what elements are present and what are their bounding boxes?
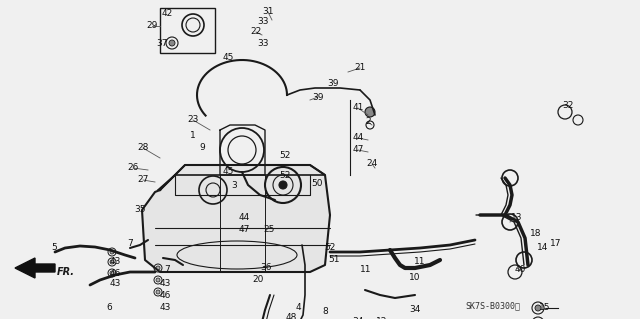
Text: 14: 14 (538, 243, 548, 253)
Text: 23: 23 (188, 115, 198, 124)
Text: 48: 48 (285, 314, 297, 319)
Text: 52: 52 (279, 170, 291, 180)
Text: 50: 50 (311, 179, 323, 188)
Text: 13: 13 (511, 213, 523, 222)
Text: 34: 34 (352, 317, 364, 319)
Text: 12: 12 (376, 317, 388, 319)
Text: 7: 7 (127, 239, 133, 248)
Text: 45: 45 (222, 53, 234, 62)
Text: 4: 4 (295, 302, 301, 311)
Text: 46: 46 (109, 269, 121, 278)
Circle shape (110, 260, 114, 264)
Circle shape (279, 181, 287, 189)
Text: 43: 43 (159, 302, 171, 311)
Text: 37: 37 (156, 39, 168, 48)
Polygon shape (142, 165, 330, 272)
Text: 11: 11 (414, 257, 426, 266)
Text: 46: 46 (159, 291, 171, 300)
Bar (160, 8, 215, 53)
Text: 8: 8 (322, 308, 328, 316)
Text: 43: 43 (159, 278, 171, 287)
Text: 40: 40 (515, 265, 525, 275)
Text: 16: 16 (540, 318, 551, 319)
Text: 45: 45 (222, 167, 234, 176)
Text: 25: 25 (263, 226, 275, 234)
Text: 9: 9 (199, 144, 205, 152)
Text: 47: 47 (238, 226, 250, 234)
Circle shape (365, 107, 375, 117)
Text: 22: 22 (250, 27, 262, 36)
Circle shape (156, 278, 160, 282)
Text: 36: 36 (260, 263, 272, 272)
Text: 52: 52 (324, 243, 336, 253)
Text: 3: 3 (231, 181, 237, 189)
Text: 17: 17 (550, 240, 562, 249)
Text: SK7S-B0300⑧: SK7S-B0300⑧ (465, 301, 520, 310)
Text: 1: 1 (190, 130, 196, 139)
Text: 44: 44 (238, 213, 250, 222)
Circle shape (169, 40, 175, 46)
Text: 15: 15 (540, 303, 551, 313)
Text: 27: 27 (138, 175, 148, 184)
Text: 6: 6 (106, 303, 112, 313)
Text: 28: 28 (138, 144, 148, 152)
Text: 43: 43 (109, 257, 121, 266)
Circle shape (156, 290, 160, 294)
Polygon shape (15, 258, 55, 278)
Text: 7: 7 (164, 265, 170, 275)
Text: 29: 29 (147, 21, 157, 31)
Circle shape (156, 266, 160, 270)
Text: 43: 43 (109, 278, 121, 287)
Text: 52: 52 (279, 151, 291, 160)
Text: 31: 31 (262, 8, 274, 17)
Text: 47: 47 (352, 145, 364, 154)
Text: 26: 26 (127, 164, 139, 173)
Text: 44: 44 (353, 133, 364, 143)
Text: 39: 39 (312, 93, 324, 101)
Text: 34: 34 (410, 306, 420, 315)
Text: 18: 18 (531, 228, 541, 238)
Text: 5: 5 (51, 243, 57, 253)
Text: 21: 21 (355, 63, 365, 72)
Text: 51: 51 (328, 256, 340, 264)
Circle shape (535, 305, 541, 311)
Text: 33: 33 (257, 39, 269, 48)
Text: FR.: FR. (57, 267, 75, 277)
Text: 11: 11 (360, 265, 372, 275)
Text: 10: 10 (409, 273, 420, 283)
Text: 33: 33 (257, 18, 269, 26)
Text: 42: 42 (161, 10, 173, 19)
Circle shape (110, 250, 114, 254)
Text: 24: 24 (366, 160, 378, 168)
Text: 41: 41 (352, 103, 364, 113)
Circle shape (110, 271, 114, 275)
Text: 20: 20 (252, 276, 264, 285)
Text: 35: 35 (134, 205, 146, 214)
Text: 39: 39 (327, 78, 339, 87)
Text: 2: 2 (365, 117, 371, 127)
Text: 32: 32 (563, 100, 573, 109)
